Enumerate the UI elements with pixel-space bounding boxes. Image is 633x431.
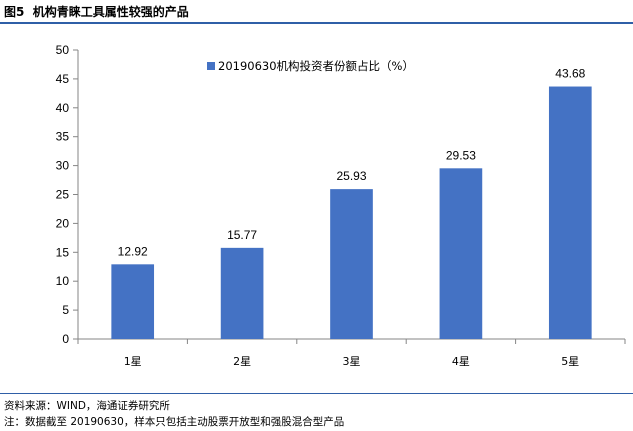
bar-data-label: 25.93 — [336, 169, 366, 183]
bar — [220, 247, 264, 339]
figure-label: 图5 — [4, 5, 25, 19]
x-axis — [77, 338, 626, 344]
y-tick-label: 45 — [56, 72, 70, 86]
bar-data-label: 43.68 — [555, 67, 585, 81]
y-tick-label: 50 — [56, 43, 70, 57]
y-tick-label: 25 — [56, 188, 70, 202]
x-category-label: 3星 — [343, 355, 361, 368]
bar — [439, 168, 483, 339]
bars: 12.92 1星 15.77 2星 25.93 3星 29.53 4星 43.68 5星 — [111, 67, 592, 368]
y-tick-label: 5 — [62, 303, 69, 317]
bar — [548, 86, 592, 339]
legend-label: 20190630机构投资者份额占比（%） — [218, 59, 414, 73]
legend-swatch — [207, 62, 215, 70]
bar-data-label: 29.53 — [446, 148, 476, 162]
figure-title-text: 机构青睐工具属性较强的产品 — [32, 5, 189, 19]
bar — [111, 264, 155, 339]
x-category-label: 5星 — [561, 355, 579, 368]
source-note: 资料来源：WIND，海通证券研究所 — [4, 400, 170, 412]
y-tick-label: 0 — [62, 332, 69, 346]
bar-data-label: 12.92 — [118, 244, 148, 258]
bar — [330, 189, 373, 339]
x-category-label: 1星 — [124, 355, 142, 368]
y-tick-label: 10 — [56, 274, 70, 288]
bar-chart: 0 5 10 15 20 25 30 35 40 45 50 12.92 1星 15.77 2星 25.93… — [56, 43, 626, 368]
y-tick-label: 30 — [56, 159, 70, 173]
x-category-label: 2星 — [233, 355, 251, 368]
sample-note: 注：数据截至 20190630，样本只包括主动股票开放型和强股混合型产品 — [4, 416, 345, 428]
x-category-label: 4星 — [452, 355, 470, 368]
y-tick-label: 40 — [56, 101, 70, 115]
legend: 20190630机构投资者份额占比（%） — [207, 59, 414, 73]
y-tick-label: 15 — [56, 245, 70, 259]
y-axis: 0 5 10 15 20 25 30 35 40 45 50 — [56, 43, 79, 346]
y-tick-label: 20 — [56, 216, 70, 230]
y-tick-label: 35 — [56, 130, 70, 144]
figure-title-bar: 图5 机构青睐工具属性较强的产品 — [0, 0, 633, 24]
figure-title: 图5 机构青睐工具属性较强的产品 — [4, 3, 189, 20]
figure-footer: 资料来源：WIND，海通证券研究所 注：数据截至 20190630，样本只包括主… — [0, 393, 633, 428]
bar-data-label: 15.77 — [227, 228, 257, 242]
